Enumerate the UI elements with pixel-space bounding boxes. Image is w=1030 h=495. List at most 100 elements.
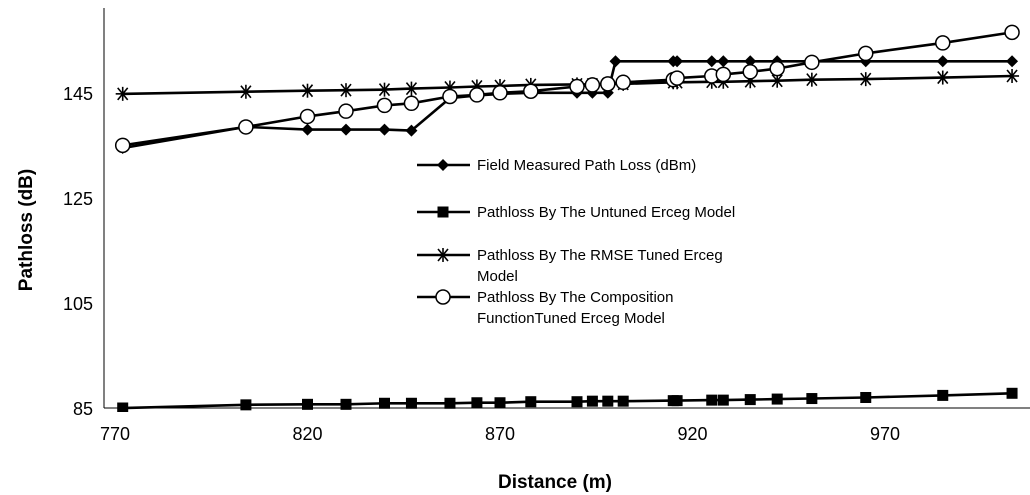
square-point xyxy=(744,394,756,406)
square-point xyxy=(706,394,718,406)
circle-point xyxy=(669,70,685,86)
circle-point xyxy=(469,87,485,103)
square-point xyxy=(444,397,456,409)
asterisk-point xyxy=(339,83,353,98)
circle-point xyxy=(742,64,758,80)
square-point xyxy=(771,393,783,405)
square-point xyxy=(379,397,390,409)
y-tick-label: 125 xyxy=(63,189,93,209)
x-tick-label: 870 xyxy=(485,424,515,444)
diamond-point xyxy=(301,123,314,136)
asterisk-point xyxy=(238,84,253,99)
circle-point xyxy=(715,66,732,83)
x-tick-label: 920 xyxy=(677,424,707,444)
diamond-point xyxy=(340,123,352,136)
x-tick-label: 970 xyxy=(870,424,900,444)
square-point xyxy=(405,397,417,409)
y-axis-title: Pathloss (dB) xyxy=(16,169,37,291)
circle-point xyxy=(114,137,131,154)
x-tick-labels: 770 820 870 920 970 xyxy=(100,424,900,444)
diamond-point xyxy=(1006,55,1019,68)
square-point xyxy=(1006,387,1018,399)
asterisk-point xyxy=(300,83,315,98)
square-point xyxy=(860,391,872,403)
legend-label: Pathloss By The RMSE Tuned Erceg xyxy=(477,247,723,264)
x-tick-label: 820 xyxy=(292,424,322,444)
legend-label: Model xyxy=(477,268,518,285)
x-tick-label: 770 xyxy=(100,424,130,444)
square-point xyxy=(340,398,352,410)
circle-point xyxy=(615,74,631,91)
diamond-point xyxy=(671,55,684,68)
circle-point xyxy=(403,95,420,112)
series-diamond xyxy=(116,55,1019,154)
diamond-point xyxy=(744,55,757,68)
asterisk-point xyxy=(858,72,873,87)
series-asterisk xyxy=(115,68,1020,101)
diamond-point xyxy=(705,55,718,68)
y-tick-label: 85 xyxy=(73,399,93,419)
square-point xyxy=(586,395,598,407)
square-point xyxy=(437,206,449,218)
series-line xyxy=(122,392,1013,410)
circle-point xyxy=(492,85,508,101)
legend-label: FunctionTuned Erceg Model xyxy=(477,310,665,327)
series-line xyxy=(122,74,1013,96)
diamond-point xyxy=(405,124,418,137)
circle-point xyxy=(769,60,785,77)
diamond-point xyxy=(437,159,449,171)
legend-item: Pathloss By The Untuned Erceg Model xyxy=(417,204,735,221)
circle-point xyxy=(299,108,316,125)
diamond-point xyxy=(936,55,949,68)
circle-point xyxy=(600,76,616,92)
series-line xyxy=(122,59,1012,150)
square-point xyxy=(671,395,683,407)
asterisk-point xyxy=(770,73,785,88)
circle-point xyxy=(435,289,451,305)
circle-point xyxy=(238,119,254,135)
x-axis-title: Distance (m) xyxy=(498,472,612,493)
circle-point xyxy=(1004,24,1020,41)
legend-label: Pathloss By The Composition xyxy=(477,289,674,306)
diamond-point xyxy=(378,123,391,136)
square-point xyxy=(806,393,818,405)
square-point xyxy=(302,398,313,410)
circle-point xyxy=(523,83,539,99)
legend-label: Pathloss By The Untuned Erceg Model xyxy=(477,204,735,221)
circle-point xyxy=(858,45,874,62)
y-tick-label: 145 xyxy=(63,84,93,104)
legend-item: Pathloss By The RMSE Tuned Erceg Model xyxy=(417,247,723,285)
circle-point xyxy=(804,54,820,71)
legend: Field Measured Path Loss (dBm) Pathloss B… xyxy=(417,157,735,327)
square-point xyxy=(494,397,506,409)
circle-point xyxy=(376,97,393,114)
square-point xyxy=(571,396,583,408)
square-point xyxy=(117,402,129,412)
square-point xyxy=(937,389,949,401)
asterisk-point xyxy=(404,81,419,96)
y-tick-labels: 85 105 125 145 xyxy=(63,84,93,419)
asterisk-point xyxy=(804,72,819,87)
circle-point xyxy=(569,78,585,95)
diamond-point xyxy=(609,55,622,68)
square-point xyxy=(602,395,614,407)
series-square xyxy=(117,387,1018,412)
circle-point xyxy=(338,103,354,119)
axes xyxy=(103,8,1030,409)
square-point xyxy=(471,397,483,409)
asterisk-point xyxy=(935,70,950,85)
legend-item: Field Measured Path Loss (dBm) xyxy=(417,157,696,174)
circle-point xyxy=(584,77,601,93)
square-point xyxy=(717,394,729,406)
circle-point xyxy=(935,35,951,51)
legend-label: Field Measured Path Loss (dBm) xyxy=(477,157,696,174)
y-tick-label: 105 xyxy=(63,294,93,314)
asterisk-point xyxy=(436,248,450,262)
square-point xyxy=(240,399,252,411)
circle-point xyxy=(442,88,458,105)
legend-item: Pathloss By The Composition FunctionTuned… xyxy=(417,289,674,327)
square-point xyxy=(525,396,537,408)
diamond-point xyxy=(717,55,730,68)
square-point xyxy=(617,395,629,407)
